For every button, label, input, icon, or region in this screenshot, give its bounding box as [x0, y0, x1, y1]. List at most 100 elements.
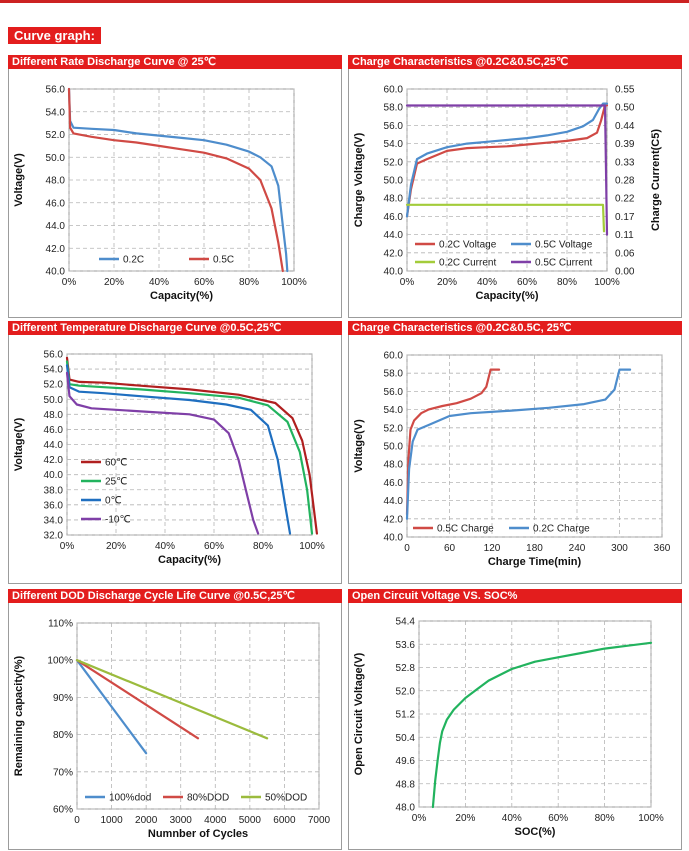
x-tick-label: 5000 — [239, 815, 262, 826]
y-tick-label: 44.0 — [46, 221, 66, 232]
y-tick-label: 46.0 — [384, 478, 404, 489]
x-tick-label: 20% — [106, 541, 126, 552]
y2-tick-label: 0.22 — [615, 194, 635, 205]
legend-label: 0.5C Charge — [437, 524, 494, 535]
x-tick-label: 100% — [594, 277, 620, 288]
x-tick-label: 300 — [611, 543, 628, 554]
y-tick-label: 58.0 — [384, 103, 404, 114]
y2-tick-label: 0.55 — [615, 85, 635, 96]
y-axis-label: Voltage(V) — [353, 419, 365, 473]
y-tick-label: 56.0 — [44, 350, 64, 361]
series-line — [67, 87, 284, 273]
x-tick-label: 1000 — [100, 815, 123, 826]
series-line — [405, 104, 609, 218]
y2-tick-label: 0.00 — [615, 267, 635, 278]
x-axis-label: Capacity(%) — [150, 290, 213, 302]
legend-label: 0.2C Voltage — [439, 240, 497, 251]
y2-tick-label: 0.06 — [615, 248, 635, 259]
y-tick-label: 46.0 — [46, 198, 66, 209]
y-tick-label: 58.0 — [384, 369, 404, 380]
y-tick-label: 51.2 — [396, 710, 416, 721]
y-tick-label: 54.4 — [396, 617, 416, 628]
top-rule — [0, 0, 689, 3]
y-tick-label: 36.0 — [44, 500, 64, 511]
y-tick-label: 52.0 — [46, 130, 66, 141]
panel-title: Different Temperature Discharge Curve @0… — [8, 321, 342, 335]
x-tick-label: 360 — [654, 543, 671, 554]
y-tick-label: 40.0 — [44, 470, 64, 481]
y-tick-label: 90% — [53, 693, 73, 704]
y-tick-label: 60.0 — [384, 351, 404, 362]
legend-label: 100%dod — [109, 793, 151, 804]
y-tick-label: 44.0 — [44, 440, 64, 451]
series-line — [405, 368, 501, 516]
panel-charge-capacity: Charge Characteristics @0.2C&0.5C,25℃ 40… — [348, 55, 682, 318]
y-tick-label: 60% — [53, 805, 73, 816]
panel-title: Open Circuit Voltage VS. SOC% — [348, 589, 682, 603]
y-tick-label: 54.0 — [44, 365, 64, 376]
y2-tick-label: 0.50 — [615, 103, 635, 114]
x-tick-label: 60 — [444, 543, 456, 554]
chart-temperature-discharge: 32.0 34.0 36.0 38.0 40.0 42.0 44.0 46.0 48.0 50.0… — [13, 350, 325, 567]
y-tick-label: 48.0 — [46, 176, 66, 187]
chart-dod-cycle-life: 60% 70% 80% 90% 100% 110% 0 1000 2000 3000 4000 500… — [13, 619, 331, 841]
y-tick-label: 44.0 — [384, 230, 404, 241]
y-axis-label: Charge Voltage(V) — [353, 132, 365, 227]
legend-label: -10℃ — [105, 515, 131, 526]
legend-label: 0.5C — [213, 255, 234, 266]
series-line — [75, 659, 200, 740]
x-axis-label: Numnber of Cycles — [148, 828, 248, 840]
legend-label: 80%DOD — [187, 793, 229, 804]
x-tick-label: 40% — [149, 277, 169, 288]
x-tick-label: 0% — [62, 277, 77, 288]
x-tick-label: 3000 — [170, 815, 193, 826]
y-tick-label: 42.0 — [384, 514, 404, 525]
y-tick-label: 52.8 — [396, 663, 416, 674]
y-tick-label: 54.0 — [46, 107, 66, 118]
series-line — [75, 659, 148, 755]
x-tick-label: 0% — [60, 541, 75, 552]
y-tick-label: 70% — [53, 767, 73, 778]
y-tick-label: 100% — [47, 656, 73, 667]
chart-charge-time: 40.0 42.0 44.0 46.0 48.0 50.0 52.0 54.0 56.0 58.0… — [353, 351, 671, 569]
y2-tick-label: 0.28 — [615, 176, 635, 187]
legend-label: 0.5C Voltage — [535, 240, 593, 251]
x-tick-label: 4000 — [204, 815, 227, 826]
panel-title: Charge Characteristics @0.2C&0.5C, 25℃ — [348, 321, 682, 335]
y-tick-label: 52.0 — [384, 423, 404, 434]
x-tick-label: 100% — [281, 277, 307, 288]
legend-label: 0.5C Current — [535, 258, 592, 269]
panel-temperature-discharge: Different Temperature Discharge Curve @0… — [8, 321, 342, 584]
x-tick-label: 20% — [104, 277, 124, 288]
y-tick-label: 42.0 — [384, 248, 404, 259]
chart-ocv-soc: 48.0 48.8 49.6 50.4 51.2 52.0 52.8 53.6 54.4 0% 20… — [353, 617, 664, 839]
legend-label: 50%DOD — [265, 793, 307, 804]
y-tick-label: 42.0 — [44, 455, 64, 466]
y-tick-label: 80% — [53, 730, 73, 741]
y-tick-label: 48.0 — [44, 410, 64, 421]
y-tick-label: 50.0 — [44, 395, 64, 406]
y-tick-label: 46.0 — [44, 425, 64, 436]
x-tick-label: 0% — [412, 813, 427, 824]
x-tick-label: 80% — [239, 277, 259, 288]
x-tick-label: 240 — [569, 543, 586, 554]
series-line — [67, 87, 289, 273]
x-tick-label: 80% — [253, 541, 273, 552]
x-tick-label: 6000 — [273, 815, 296, 826]
series-line — [65, 360, 314, 535]
y-tick-label: 42.0 — [46, 244, 66, 255]
y-tick-label: 56.0 — [384, 387, 404, 398]
y-tick-label: 52.0 — [384, 157, 404, 168]
y-tick-label: 32.0 — [44, 531, 64, 542]
x-tick-label: 7000 — [308, 815, 331, 826]
series-line — [405, 368, 632, 520]
y-tick-label: 48.0 — [384, 194, 404, 205]
series-line — [65, 356, 318, 535]
x-tick-label: 100% — [299, 541, 325, 552]
y-tick-label: 50.0 — [384, 442, 404, 453]
legend-label: 0.2C Charge — [533, 524, 590, 535]
y-tick-label: 50.4 — [396, 733, 416, 744]
x-tick-label: 80% — [557, 277, 577, 288]
y-tick-label: 49.6 — [396, 756, 416, 767]
series-line — [431, 641, 653, 809]
